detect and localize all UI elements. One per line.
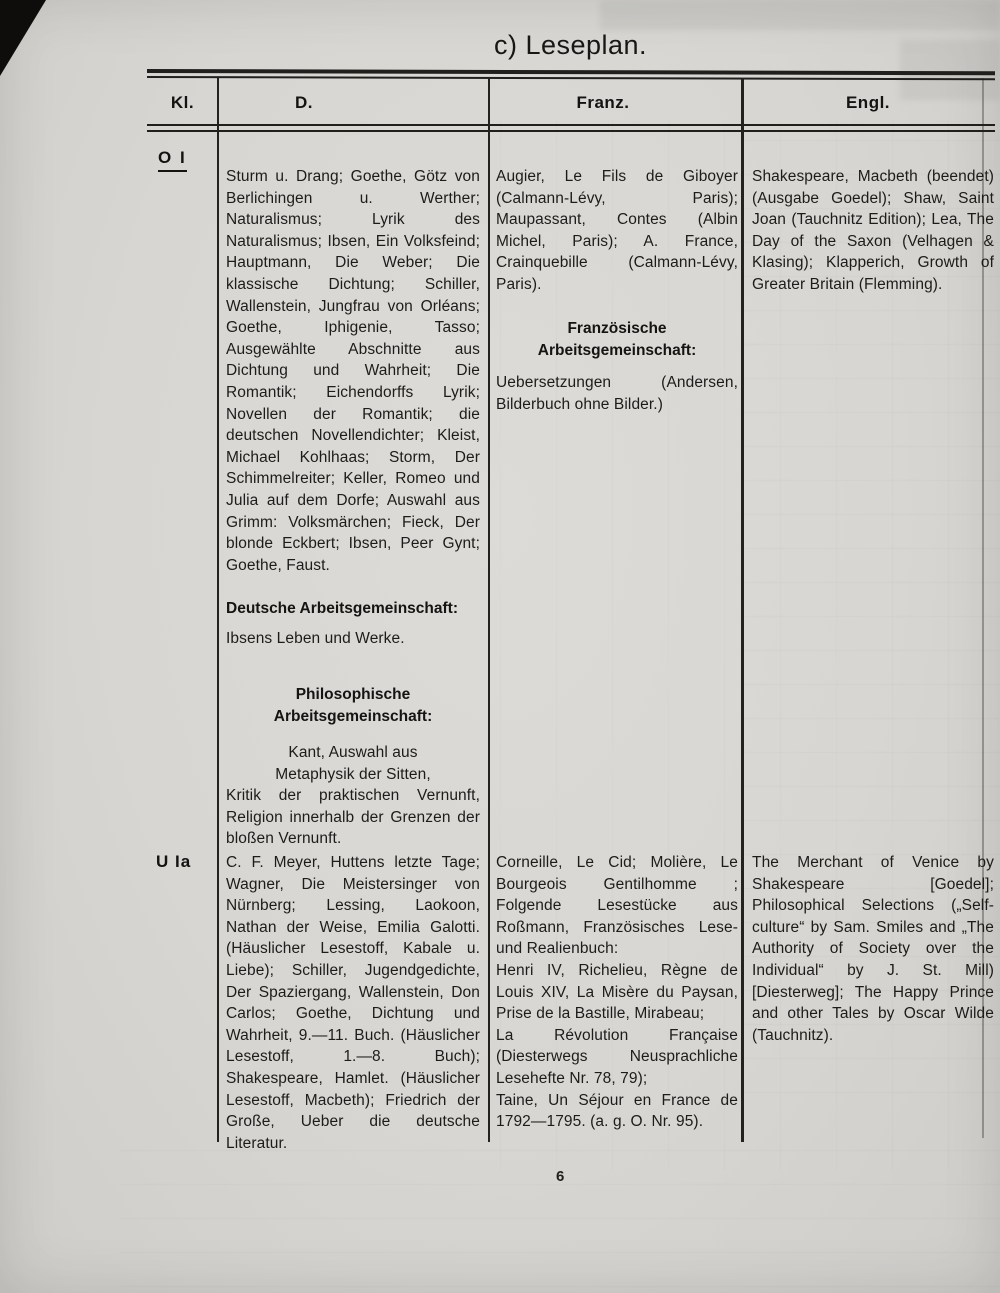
- column-header-engl: Engl.: [845, 93, 891, 112]
- oi-english-reading-list: Shakespeare, Macbeth (beendet) (Ausgabe …: [752, 168, 994, 293]
- oi-philosophy-text-line1: Kant, Auswahl aus: [288, 744, 418, 761]
- row-label-uia: U Ia: [156, 852, 192, 871]
- cell-oi-french: Augier, Le Fils de Giboyer (Calmann-Lévy…: [496, 166, 738, 296]
- cell-uia-german: C. F. Meyer, Huttens letzte Tage; Wagner…: [226, 852, 480, 1154]
- column-divider-franz-engl: [741, 78, 744, 1142]
- oi-german-workgroup-heading: Deutsche Arbeitsgemeinschaft:: [226, 600, 458, 617]
- header-bottom-rule-1: [147, 124, 995, 126]
- oi-philosophy-workgroup-text: Kant, Auswahl aus Metaphysik der Sitten,…: [226, 742, 480, 850]
- uia-french-paragraph-4: Taine, Un Séjour en France de 1792—1795.…: [496, 1091, 738, 1131]
- oi-german-reading-list: Sturm u. Drang; Goethe, Götz von Berlich…: [226, 168, 480, 574]
- table-right-edge-rule: [982, 78, 984, 1138]
- page-title: c) Leseplan.: [493, 30, 648, 60]
- column-header-d: D.: [295, 93, 313, 112]
- oi-philosophy-text-rest: Kritik der praktischen Vernunft, Religio…: [226, 787, 480, 848]
- uia-french-paragraph-2: Henri IV, Richelieu, Règne de Louis XIV,…: [496, 961, 738, 1023]
- table-top-rule-thin: [146, 76, 995, 81]
- oi-french-heading-line1: Französische: [567, 320, 667, 337]
- uia-french-paragraph-3: La Révolution Française (Diesterwegs Neu…: [496, 1026, 738, 1087]
- bleedthrough-smudge-top: [600, 0, 1000, 30]
- column-header-kl: Kl.: [170, 93, 195, 112]
- oi-french-workgroup-heading: Französische Arbeitsgemeinschaft:: [496, 318, 738, 362]
- oi-french-reading-list: Augier, Le Fils de Giboyer (Calmann-Lévy…: [496, 168, 738, 293]
- page-number: 6: [556, 1168, 565, 1185]
- column-header-franz: Franz.: [576, 93, 630, 112]
- table-top-rule-thick: [146, 69, 996, 76]
- oi-philosophy-workgroup-heading: Philosophische Arbeitsgemeinschaft:: [226, 684, 480, 728]
- bleedthrough-smudge-topright: [900, 40, 1000, 100]
- header-bottom-rule-2: [147, 130, 995, 132]
- oi-philosophy-text-line2: Metaphysik der Sitten,: [275, 765, 431, 783]
- cell-uia-french: Corneille, Le Cid; Molière, Le Bourgeois…: [496, 852, 738, 1133]
- oi-german-workgroup-text: Ibsens Leben und Werke.: [226, 630, 405, 647]
- oi-french-heading-line2: Arbeitsgemeinschaft:: [537, 342, 697, 359]
- uia-french-paragraph-1: Corneille, Le Cid; Molière, Le Bourgeois…: [496, 854, 738, 958]
- bleedthrough-lines-bottom: [120, 1150, 1000, 1293]
- column-divider-d-franz: [488, 78, 490, 1142]
- cell-oi-english: Shakespeare, Macbeth (beendet) (Ausgabe …: [752, 166, 994, 296]
- cell-uia-english: The Merchant of Venice by Shakespeare [G…: [752, 852, 994, 1046]
- uia-english-reading-list: The Merchant of Venice by Shakespeare [G…: [752, 854, 994, 1044]
- cell-oi-german: Sturm u. Drang; Goethe, Götz von Berlich…: [226, 166, 480, 576]
- oi-philosophy-heading-line2: Arbeitsgemeinschaft:: [273, 708, 433, 725]
- oi-french-workgroup-text: Uebersetzungen (Andersen, Bilderbuch ohn…: [496, 374, 738, 413]
- oi-philosophy-heading-line1: Philosophische: [295, 686, 411, 703]
- column-divider-kl-d: [217, 78, 219, 1142]
- uia-german-reading-list: C. F. Meyer, Huttens letzte Tage; Wagner…: [226, 854, 480, 1152]
- row-label-oi: O I: [158, 148, 187, 172]
- bleedthrough-lines-right: [740, 140, 1000, 1120]
- bleedthrough-columns: [500, 120, 1000, 1170]
- scan-corner-smudge: [0, 0, 46, 76]
